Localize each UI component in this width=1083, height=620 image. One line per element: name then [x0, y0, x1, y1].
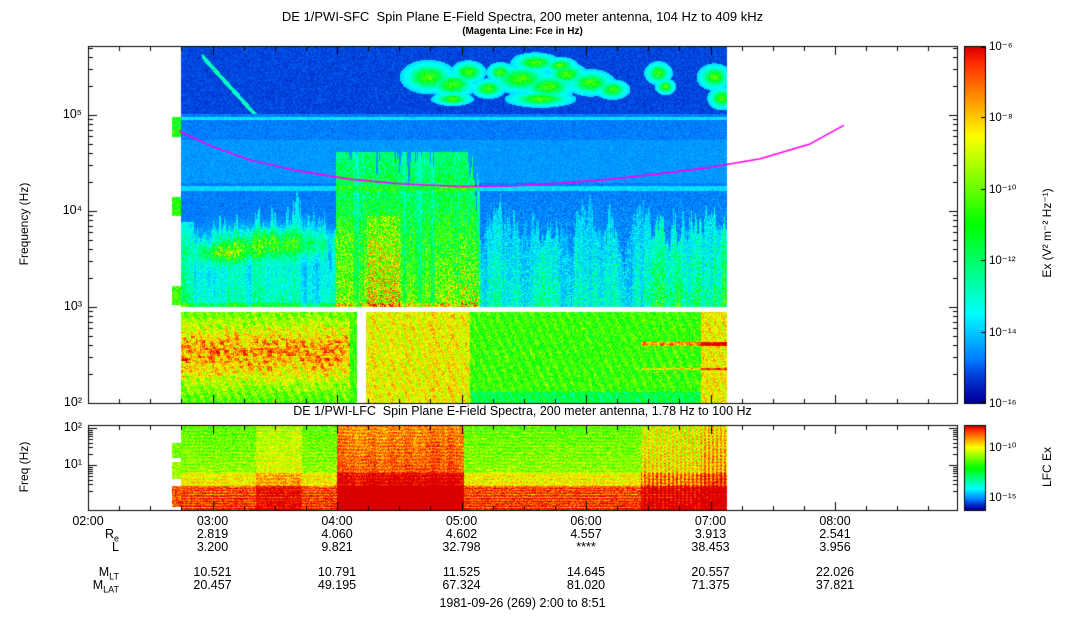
ephemeris-value: 67.324	[442, 578, 481, 592]
ephemeris-value: 10.791	[317, 565, 357, 579]
ephemeris-value: 10.521	[193, 565, 232, 579]
lfc-title: DE 1/PWI-LFC Spin Plane E-Field Spectra,…	[293, 404, 752, 418]
y-tick-label: 10⁴	[62, 203, 82, 217]
sfc-subtitle: (Magenta Line: Fce in Hz)	[462, 26, 583, 37]
colorbar-tick-label: 10⁻¹⁰	[989, 183, 1017, 196]
footer-caption: 1981-09-26 (269) 2:00 to 8:51	[439, 596, 606, 610]
ephemeris-value: 4.557	[570, 527, 602, 541]
ephemeris-value: 2.541	[819, 527, 851, 541]
ephemeris-value: 3.956	[819, 540, 851, 554]
ephemeris-value: 20.457	[193, 578, 232, 592]
ephemeris-value: 11.525	[442, 565, 481, 579]
ephemeris-value: 14.645	[566, 565, 606, 579]
ephemeris-value: 3.913	[694, 527, 727, 541]
ephemeris-row-label: L	[112, 540, 119, 554]
ephemeris-value: 4.602	[445, 527, 478, 541]
ephemeris-row-label: MLT	[98, 565, 119, 582]
y-tick-label: 10²	[63, 420, 82, 434]
ephemeris-value: 38.453	[691, 540, 730, 554]
ephemeris-value: 37.821	[815, 578, 855, 592]
y-tick-label: 10³	[63, 299, 82, 313]
sfc-title: DE 1/PWI-SFC Spin Plane E-Field Spectra,…	[281, 9, 764, 24]
x-tick-label: 07:00	[694, 514, 727, 528]
ephemeris-value: 49.195	[317, 578, 357, 592]
ephemeris-value: 71.375	[691, 578, 730, 592]
x-tick-label: 08:00	[819, 514, 851, 528]
ephemeris-value: 4.060	[321, 527, 353, 541]
ephemeris-value: ****	[576, 540, 596, 554]
colorbar-tick-label: 10⁻¹⁴	[989, 326, 1017, 339]
y-tick-label: 10¹	[63, 457, 82, 471]
colorbar-tick-label: 10⁻¹⁶	[989, 398, 1017, 410]
colorbar-tick-label: 10⁻¹⁰	[989, 442, 1017, 455]
x-tick-label: 06:00	[570, 514, 602, 528]
y-tick-label: 10²	[63, 395, 82, 409]
ephemeris-value: 3.200	[196, 540, 229, 554]
ephemeris-value: 9.821	[321, 540, 353, 554]
ephemeris-value: 32.798	[442, 540, 481, 554]
colorbar-tick-label: 10⁻⁶	[989, 41, 1013, 53]
x-tick-label: 03:00	[196, 514, 229, 528]
y-tick-label: 10⁵	[62, 107, 82, 121]
ephemeris-row-label: Re	[104, 527, 119, 544]
colorbar-tick-label: 10⁻¹⁵	[989, 492, 1017, 505]
x-tick-label: 05:00	[445, 514, 478, 528]
x-tick-label: 04:00	[321, 514, 353, 528]
ephemeris-value: 22.026	[815, 565, 855, 579]
ephemeris-value: 20.557	[691, 565, 730, 579]
ephemeris-value: 2.819	[196, 527, 229, 541]
ephemeris-value: 81.020	[566, 578, 606, 592]
colorbar-tick-label: 10⁻⁸	[989, 112, 1013, 125]
ephemeris-row-label: MLAT	[92, 578, 119, 595]
x-tick-label: 02:00	[72, 514, 104, 528]
colorbar-tick-label: 10⁻¹²	[989, 255, 1016, 268]
